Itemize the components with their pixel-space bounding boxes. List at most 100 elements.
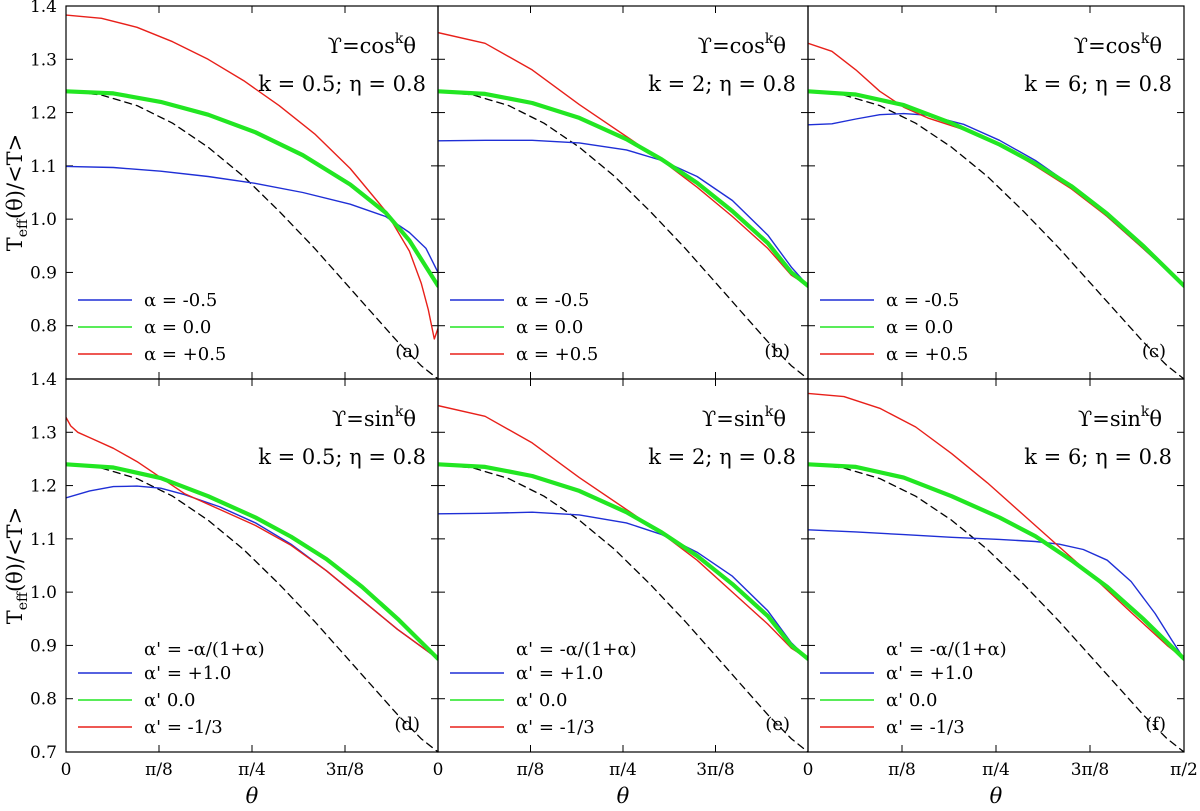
legend-label-red: α' = -1/3 bbox=[516, 717, 595, 738]
function-variable: θ bbox=[1149, 407, 1162, 431]
series-line-reference bbox=[438, 463, 808, 752]
panel-letter: (f) bbox=[1145, 714, 1166, 735]
series-line-green bbox=[438, 89, 808, 288]
series-line-reference bbox=[808, 463, 1184, 752]
x-tick-label: 0 bbox=[803, 760, 814, 780]
legend-label-blue: α = -0.5 bbox=[886, 290, 959, 311]
x-tick-label: π/4 bbox=[982, 760, 1010, 780]
series-line-green bbox=[66, 89, 438, 288]
panel-params-label: k = 6; η = 0.8 bbox=[1024, 445, 1172, 469]
y-tick-label: 0.8 bbox=[30, 317, 57, 337]
function-base: ϒ=sin bbox=[702, 407, 765, 431]
series-line-reference bbox=[66, 463, 438, 752]
panel-frame bbox=[807, 5, 1185, 380]
function-base: ϒ=sin bbox=[332, 407, 395, 431]
legend-label-green: α' 0.0 bbox=[886, 690, 937, 711]
x-tick-label: 0 bbox=[61, 760, 72, 780]
panel-letter: (a) bbox=[395, 341, 420, 362]
legend-label-green: α' 0.0 bbox=[144, 690, 195, 711]
legend-label-red: α = +0.5 bbox=[516, 344, 598, 365]
legend-label-blue: α = -0.5 bbox=[516, 290, 589, 311]
panel-params-label: k = 0.5; η = 0.8 bbox=[258, 445, 426, 469]
panel-frame bbox=[65, 5, 439, 380]
x-axis-title: θ bbox=[246, 784, 259, 808]
series-line-blue bbox=[66, 485, 438, 660]
panel-a: ϒ=coskθ k = 0.5; η = 0.8 (a) α = -0.5 α = 0.… bbox=[65, 5, 439, 380]
legend-label-red: α = +0.5 bbox=[144, 344, 226, 365]
series-line-blue bbox=[438, 511, 808, 660]
x-tick-label: π/8 bbox=[517, 760, 545, 780]
y-title-rest: (θ)/<T> bbox=[3, 507, 27, 592]
x-axis-title: θ bbox=[617, 784, 630, 808]
y-tick-label: 1.0 bbox=[30, 210, 57, 230]
legend-label-red: α' = -1/3 bbox=[144, 717, 223, 738]
legend-label-blue: α' = +1.0 bbox=[144, 663, 231, 684]
y-tick-label: 0.7 bbox=[30, 743, 57, 763]
series-line-blue bbox=[438, 139, 808, 287]
y-tick-label: 1.1 bbox=[30, 157, 57, 177]
series-line-reference bbox=[438, 90, 808, 379]
function-variable: θ bbox=[403, 407, 416, 431]
function-exponent: k bbox=[765, 31, 774, 47]
x-tick-label: 3π/8 bbox=[326, 760, 365, 780]
function-variable: θ bbox=[773, 34, 786, 58]
legend-header: α' = -α/(1+α) bbox=[886, 639, 1007, 660]
series-line-reference bbox=[66, 90, 438, 379]
panel-frame bbox=[437, 378, 809, 753]
panel-letter: (b) bbox=[764, 341, 790, 362]
panel-function-label: ϒ=coskθ bbox=[1074, 31, 1162, 58]
series-line-red bbox=[808, 392, 1184, 660]
function-base: ϒ=sin bbox=[1078, 407, 1141, 431]
series-line-green bbox=[808, 462, 1184, 661]
x-tick-label: 3π/8 bbox=[696, 760, 735, 780]
function-base: ϒ=cos bbox=[698, 34, 765, 58]
legend-header: α' = -α/(1+α) bbox=[144, 639, 265, 660]
x-axis-title: θ bbox=[990, 784, 1003, 808]
x-tick-label: π/8 bbox=[888, 760, 916, 780]
legend-label-green: α = 0.0 bbox=[886, 317, 953, 338]
panel-letter: (e) bbox=[765, 714, 790, 735]
y-tick-label: 1.1 bbox=[30, 530, 57, 550]
function-variable: θ bbox=[773, 407, 786, 431]
function-variable: θ bbox=[403, 34, 416, 58]
panel-c: ϒ=coskθ k = 6; η = 0.8 (c) α = -0.5 α = 0.0 α… bbox=[807, 5, 1185, 380]
legend-label-red: α' = -1/3 bbox=[886, 717, 965, 738]
panel-params-label: k = 2; η = 0.8 bbox=[648, 445, 796, 469]
y-title-base: T bbox=[3, 237, 27, 251]
series-line-blue bbox=[66, 165, 438, 274]
x-tick-label: 0 bbox=[433, 760, 444, 780]
y-title-rest: (θ)/<T> bbox=[3, 134, 27, 219]
panel-function-label: ϒ=sinkθ bbox=[1078, 404, 1162, 431]
y-axis-title: Teff(θ)/<T> bbox=[3, 507, 31, 625]
function-base: ϒ=cos bbox=[328, 34, 395, 58]
legend-label-green: α = 0.0 bbox=[144, 317, 211, 338]
function-base: ϒ=cos bbox=[1074, 34, 1141, 58]
x-tick-label: 3π/8 bbox=[1071, 760, 1110, 780]
function-exponent: k bbox=[395, 404, 404, 420]
legend-label-blue: α' = +1.0 bbox=[516, 663, 603, 684]
panel-function-label: ϒ=coskθ bbox=[698, 31, 786, 58]
panel-d: ϒ=sinkθ k = 0.5; η = 0.8 (d) α' = -α/(1+α) α… bbox=[65, 378, 439, 753]
y-tick-label: 1.2 bbox=[30, 477, 57, 497]
panel-letter: (d) bbox=[394, 714, 420, 735]
legend-label-green: α' 0.0 bbox=[516, 690, 567, 711]
x-tick-label: π/4 bbox=[609, 760, 637, 780]
x-tick-label: π/2 bbox=[1170, 760, 1198, 780]
series-line-blue bbox=[808, 112, 1184, 287]
series-line-red bbox=[66, 416, 438, 660]
y-axis-title: Teff(θ)/<T> bbox=[3, 134, 31, 252]
function-exponent: k bbox=[1141, 404, 1150, 420]
series-line-green bbox=[808, 89, 1184, 288]
legend-label-blue: α = -0.5 bbox=[144, 290, 217, 311]
x-tick-label: π/8 bbox=[145, 760, 173, 780]
y-title-sub: eff bbox=[15, 591, 31, 610]
panel-function-label: ϒ=sinkθ bbox=[332, 404, 416, 431]
function-variable: θ bbox=[1149, 34, 1162, 58]
panel-letter: (c) bbox=[1142, 341, 1166, 362]
panel-params-label: k = 6; η = 0.8 bbox=[1024, 72, 1172, 96]
series-line-red bbox=[66, 14, 438, 340]
legend-header: α' = -α/(1+α) bbox=[516, 639, 637, 660]
series-line-green bbox=[66, 462, 438, 661]
y-tick-label: 0.8 bbox=[30, 690, 57, 710]
